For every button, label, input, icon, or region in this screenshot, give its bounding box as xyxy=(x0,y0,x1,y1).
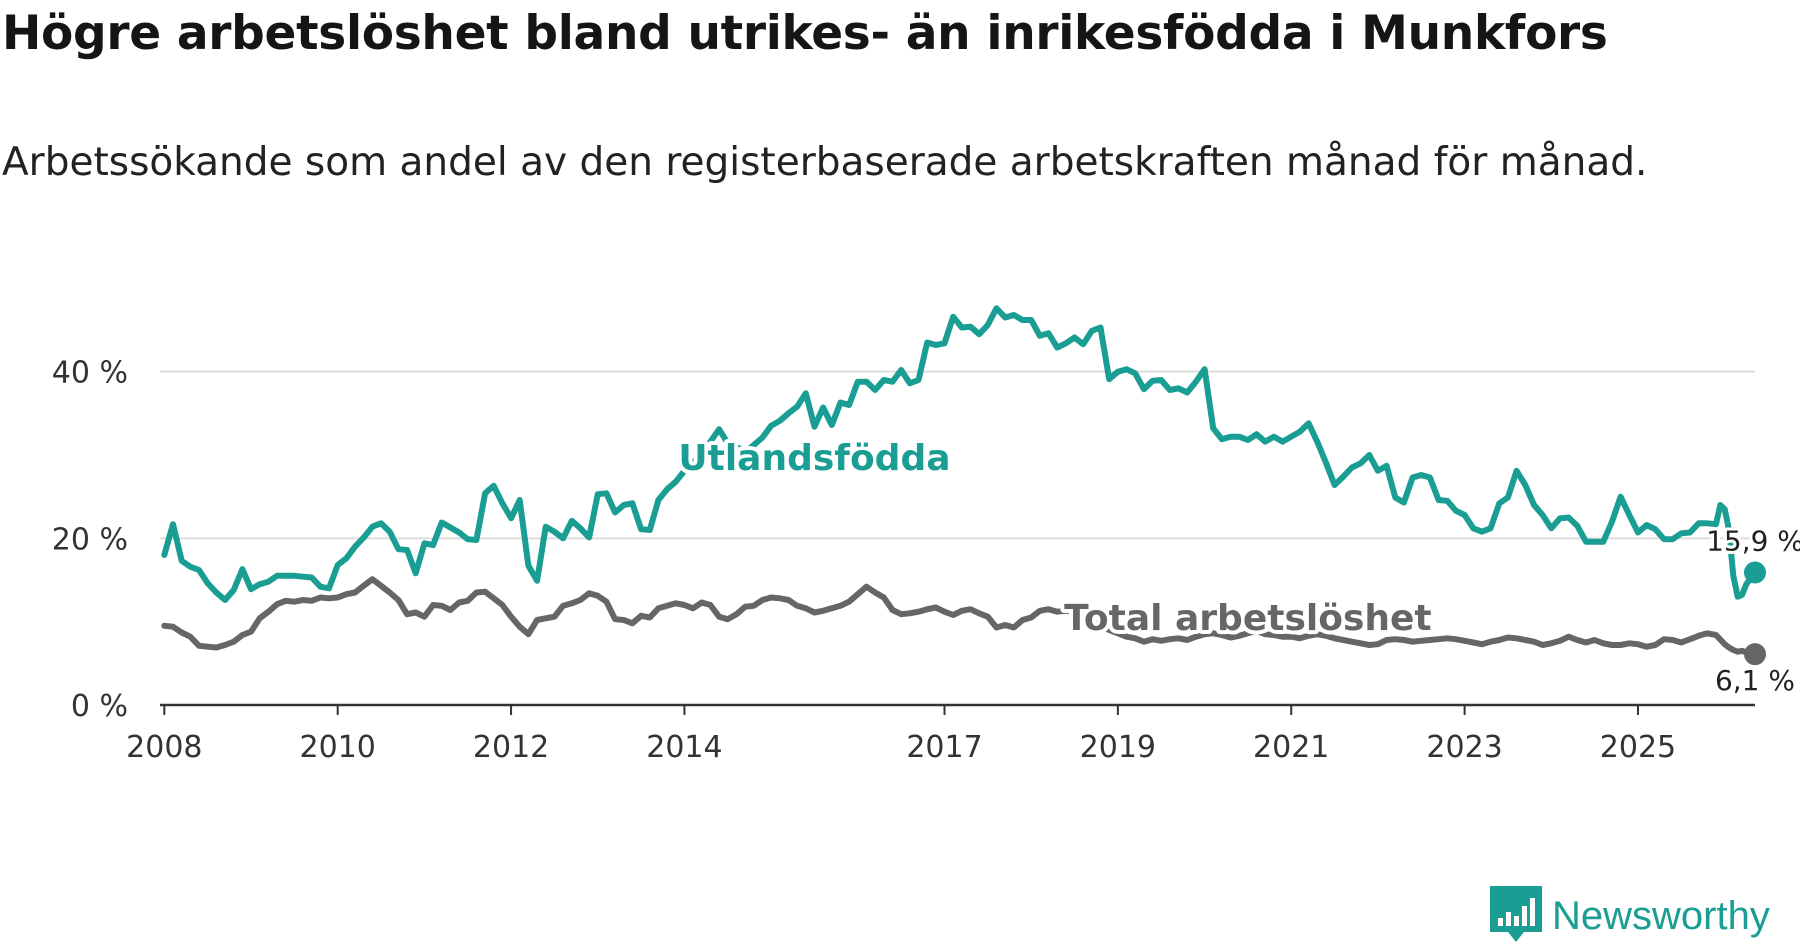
series-label-utlandsfodda: Utlandsfödda xyxy=(678,438,950,479)
chart-title: Högre arbetslöshet bland utrikes- än inr… xyxy=(2,6,1608,61)
chart-subtitle: Arbetssökande som andel av den registerb… xyxy=(2,140,1648,185)
end-label-utlandsfodda: 15,9 % xyxy=(1706,525,1800,558)
end-label-total: 6,1 % xyxy=(1715,664,1795,697)
x-tick-label: 2014 xyxy=(646,730,722,765)
brand-name: Newsworthy xyxy=(1552,893,1770,938)
x-tick-label: 2021 xyxy=(1253,730,1329,765)
brand[interactable]: Newsworthy xyxy=(1490,886,1770,946)
end-dot-total xyxy=(1744,643,1766,666)
x-tick-label: 2008 xyxy=(126,730,202,765)
y-tick-label: 0 % xyxy=(71,689,128,724)
y-tick-label: 40 % xyxy=(52,356,128,391)
end-dot-utlandsfodda xyxy=(1744,561,1766,584)
newsworthy-logo-icon xyxy=(1490,886,1542,946)
x-tick-label: 2010 xyxy=(300,730,376,765)
x-tick-label: 2019 xyxy=(1080,730,1156,765)
series-line-total xyxy=(161,576,1758,658)
x-tick-label: 2023 xyxy=(1426,730,1502,765)
x-tick-label: 2025 xyxy=(1600,730,1676,765)
series-line-utlandsfodda xyxy=(161,305,1758,603)
x-tick-label: 2012 xyxy=(473,730,549,765)
y-tick-label: 20 % xyxy=(52,522,128,557)
series-label-total: Total arbetslöshet xyxy=(1064,598,1432,639)
x-tick-label: 2017 xyxy=(906,730,982,765)
